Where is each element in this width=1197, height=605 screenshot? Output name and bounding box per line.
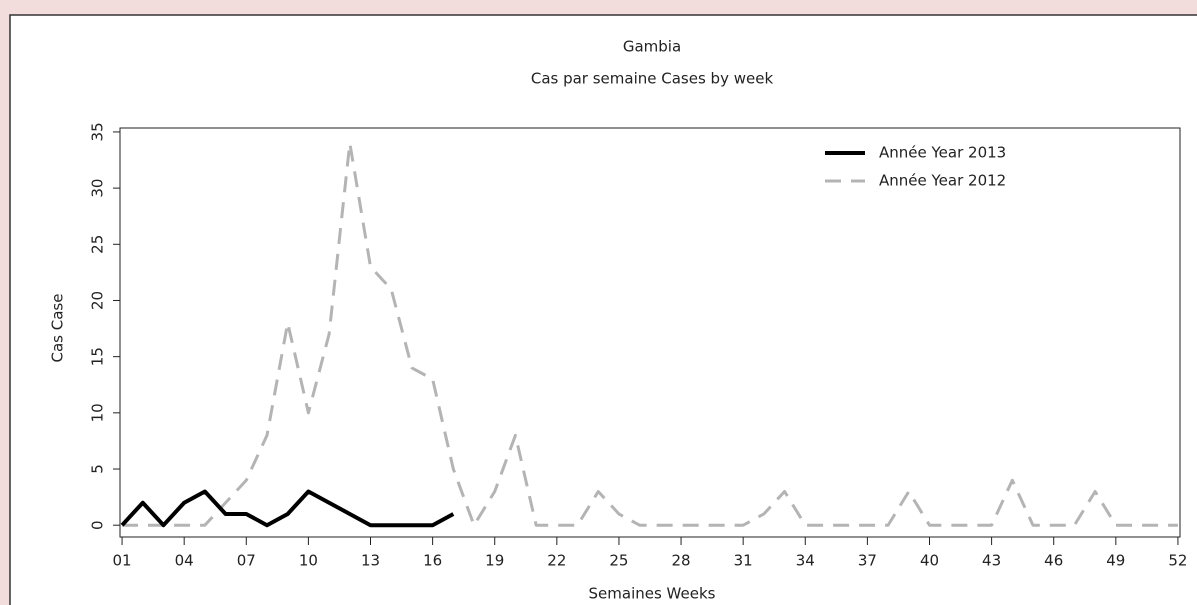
y-axis-label: Cas Case	[49, 294, 67, 363]
y-tick-label: 30	[89, 179, 107, 198]
x-tick-label: 04	[175, 552, 194, 570]
series-line	[122, 141, 1178, 527]
chart-subtitle: Cas par semaine Cases by week	[531, 70, 774, 88]
chart-title: Gambia	[623, 38, 681, 56]
x-tick-label: 46	[1044, 552, 1063, 570]
x-tick-label: 40	[920, 552, 939, 570]
x-tick-label: 10	[299, 552, 318, 570]
x-tick-label: 52	[1168, 552, 1187, 570]
x-tick-label: 22	[547, 552, 566, 570]
x-tick-label: 16	[423, 552, 442, 570]
y-tick-label: 0	[89, 520, 107, 530]
y-tick-label: 20	[89, 291, 107, 310]
x-tick-label: 49	[1106, 552, 1125, 570]
x-tick-label: 37	[858, 552, 877, 570]
y-tick-label: 5	[89, 464, 107, 474]
x-tick-label: 01	[113, 552, 132, 570]
y-tick-label: 15	[89, 347, 107, 366]
legend-label: Année Year 2012	[879, 172, 1006, 190]
panel	[9, 14, 1197, 605]
x-tick-label: 43	[982, 552, 1001, 570]
y-tick-label: 10	[89, 403, 107, 422]
series-line	[120, 489, 455, 528]
legend-label: Année Year 2013	[879, 144, 1006, 162]
x-tick-label: 34	[796, 552, 815, 570]
x-axis-label: Semaines Weeks	[589, 585, 716, 603]
plot-frame	[119, 127, 1181, 538]
y-tick-label: 35	[89, 122, 107, 141]
x-tick-label: 13	[361, 552, 380, 570]
y-tick-label: 25	[89, 235, 107, 254]
x-tick-label: 31	[734, 552, 753, 570]
x-tick-label: 07	[237, 552, 256, 570]
x-tick-label: 19	[485, 552, 504, 570]
x-tick-label: 28	[672, 552, 691, 570]
x-tick-label: 25	[609, 552, 628, 570]
